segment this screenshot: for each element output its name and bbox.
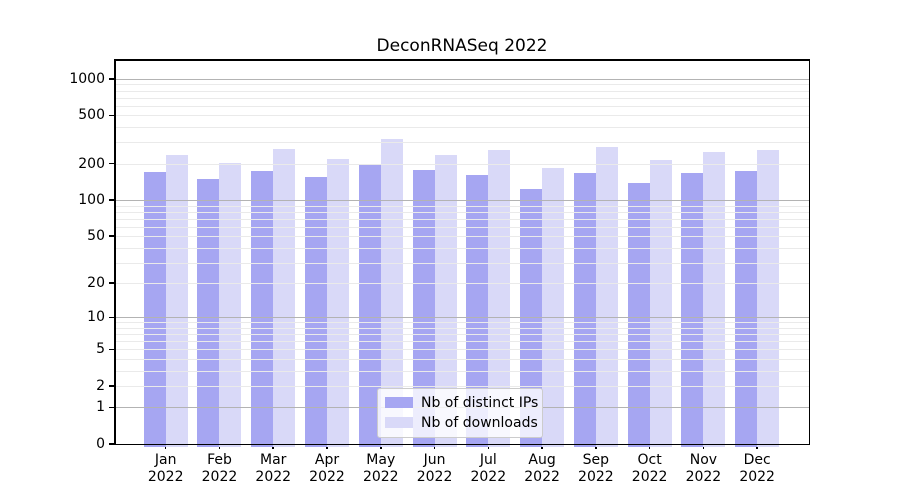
- bar-distinct-ips-may: [358, 164, 381, 447]
- y-tick-mark: [109, 199, 114, 201]
- x-axis-line: [114, 443, 810, 446]
- plot-top-spine: [114, 59, 810, 61]
- y-tick-label: 0: [96, 436, 105, 452]
- bar-distinct-ips-jan: [143, 172, 166, 447]
- bar-downloads-apr: [327, 159, 349, 447]
- minor-gridline: [115, 105, 809, 107]
- minor-gridline: [115, 115, 809, 117]
- legend: Nb of distinct IPs Nb of downloads: [377, 388, 543, 438]
- bar-distinct-ips-sep: [573, 172, 596, 447]
- minor-gridline: [115, 349, 809, 351]
- y-tick-mark: [109, 316, 114, 318]
- minor-gridline: [115, 97, 809, 99]
- bar-downloads-dec: [757, 149, 780, 447]
- legend-label-distinct-ips: Nb of distinct IPs: [421, 394, 539, 411]
- minor-gridline: [115, 163, 809, 165]
- bar-downloads-aug: [542, 168, 565, 447]
- bar-distinct-ips-mar: [251, 170, 274, 447]
- bar-downloads-jan: [165, 154, 188, 447]
- y-tick-mark: [109, 114, 114, 117]
- y-tick-label: 500: [78, 107, 105, 124]
- y-tick-label: 5: [96, 341, 105, 358]
- minor-gridline: [115, 127, 809, 129]
- minor-gridline: [115, 283, 809, 285]
- bar-distinct-ips-oct: [627, 183, 650, 447]
- minor-gridline: [115, 358, 809, 360]
- y-tick-mark: [109, 443, 114, 445]
- y-tick-label: 1000: [69, 70, 105, 87]
- y-tick-label: 100: [78, 192, 105, 209]
- legend-item-downloads: Nb of downloads: [385, 414, 538, 431]
- minor-gridline: [115, 247, 809, 249]
- x-tick-label-oct: Oct 2022: [631, 452, 668, 485]
- bar-distinct-ips-feb: [197, 178, 220, 447]
- plot-right-spine: [808, 59, 810, 445]
- legend-swatch-distinct-ips: [385, 397, 413, 408]
- x-tick-label-aug: Aug 2022: [524, 452, 560, 485]
- minor-gridline: [115, 90, 809, 92]
- major-gridline: [115, 78, 809, 80]
- bar-downloads-nov: [703, 152, 726, 447]
- bar-downloads-feb: [219, 162, 242, 447]
- bar-distinct-ips-dec: [735, 171, 758, 447]
- bar-distinct-ips-jul: [466, 175, 489, 447]
- minor-gridline: [115, 322, 809, 324]
- y-tick-label: 10: [87, 309, 105, 326]
- x-tick-label-sep: Sep 2022: [578, 452, 614, 485]
- x-tick-label-jun: Jun 2022: [416, 452, 453, 485]
- bar-distinct-ips-jun: [412, 169, 435, 447]
- y-tick-label: 20: [87, 275, 105, 292]
- plot-area: [114, 59, 810, 447]
- y-tick-mark: [109, 282, 114, 284]
- minor-gridline: [115, 211, 809, 213]
- minor-gridline: [115, 142, 809, 144]
- bar-distinct-ips-nov: [681, 172, 704, 447]
- y-tick-label: 200: [78, 155, 105, 172]
- bar-downloads-may: [380, 139, 403, 447]
- minor-gridline: [115, 262, 809, 264]
- y-tick-mark: [109, 406, 114, 409]
- bar-downloads-sep: [595, 146, 618, 447]
- y-tick-mark: [109, 162, 114, 165]
- legend-swatch-downloads: [385, 417, 413, 428]
- bar-distinct-ips-apr: [305, 177, 327, 447]
- minor-gridline: [115, 84, 809, 86]
- x-tick-label-mar: Mar 2022: [255, 452, 292, 485]
- x-tick-label-dec: Dec 2022: [739, 452, 775, 485]
- y-tick-label: 1: [96, 399, 105, 416]
- minor-gridline: [115, 236, 809, 238]
- major-gridline: [115, 200, 809, 202]
- legend-label-downloads: Nb of downloads: [421, 414, 538, 431]
- minor-gridline: [115, 370, 809, 372]
- y-tick-mark: [109, 385, 114, 387]
- bar-downloads-oct: [649, 160, 672, 447]
- minor-gridline: [115, 334, 809, 336]
- x-tick-label-nov: Nov 2022: [685, 452, 722, 485]
- y-axis-line: [114, 59, 116, 445]
- minor-gridline: [115, 341, 809, 343]
- minor-gridline: [115, 218, 809, 220]
- y-tick-label: 50: [87, 228, 105, 245]
- minor-gridline: [115, 205, 809, 207]
- x-tick-label-apr: Apr 2022: [309, 452, 345, 485]
- x-tick-label-feb: Feb 2022: [201, 452, 238, 485]
- legend-item-distinct-ips: Nb of distinct IPs: [385, 394, 538, 411]
- minor-gridline: [115, 327, 809, 329]
- major-gridline: [115, 317, 809, 319]
- y-tick-label: 2: [96, 377, 105, 394]
- y-tick-mark: [109, 235, 114, 237]
- minor-gridline: [115, 226, 809, 228]
- minor-gridline: [115, 385, 809, 387]
- y-tick-mark: [109, 78, 114, 80]
- bar-downloads-mar: [273, 148, 296, 447]
- chart-title: DeconRNASeq 2022: [376, 36, 548, 56]
- bar-downloads-jul: [488, 149, 511, 447]
- x-tick-label-jul: Jul 2022: [470, 452, 507, 485]
- x-tick-label-jan: Jan 2022: [147, 452, 184, 485]
- x-tick-label-may: May 2022: [362, 452, 399, 485]
- y-tick-mark: [109, 348, 114, 351]
- bar-downloads-jun: [434, 155, 457, 447]
